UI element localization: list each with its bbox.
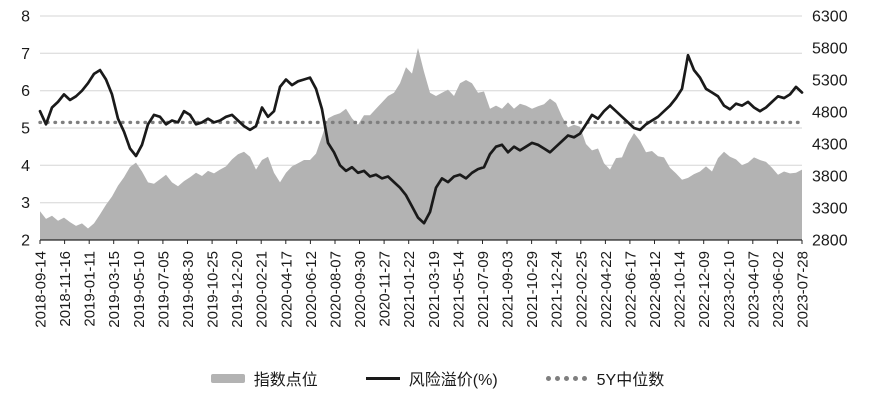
svg-text:4300: 4300 <box>812 137 848 154</box>
svg-text:2021-09-03: 2021-09-03 <box>500 251 517 328</box>
svg-text:2023-02-10: 2023-02-10 <box>721 251 738 328</box>
svg-text:3: 3 <box>21 195 30 212</box>
median-dot-icon <box>545 375 551 381</box>
svg-text:2019-05-10: 2019-05-10 <box>131 251 148 328</box>
risk-premium-line-series <box>38 53 804 225</box>
svg-text:2020-09-30: 2020-09-30 <box>352 251 369 328</box>
svg-text:6: 6 <box>21 83 30 100</box>
svg-text:6300: 6300 <box>812 9 848 26</box>
svg-text:2022-12-09: 2022-12-09 <box>696 251 713 328</box>
median-dot-icon <box>563 375 569 381</box>
svg-text:4800: 4800 <box>812 105 848 122</box>
svg-text:2022-02-25: 2022-02-25 <box>573 251 590 328</box>
svg-text:3800: 3800 <box>812 169 848 186</box>
index-area-swatch-icon <box>210 373 245 383</box>
svg-text:2021-05-14: 2021-05-14 <box>450 251 467 328</box>
svg-text:2021-10-29: 2021-10-29 <box>524 251 541 328</box>
svg-text:2: 2 <box>21 233 30 250</box>
svg-text:2023-06-02: 2023-06-02 <box>770 251 787 328</box>
svg-text:2022-04-22: 2022-04-22 <box>598 251 615 328</box>
chart-canvas: 8765432630058005300480043003800330028002… <box>21 9 848 328</box>
svg-text:4: 4 <box>21 158 30 175</box>
svg-text:2018-09-14: 2018-09-14 <box>33 251 50 328</box>
svg-text:2021-03-19: 2021-03-19 <box>426 251 443 328</box>
svg-text:2023-04-07: 2023-04-07 <box>745 251 762 328</box>
svg-text:2800: 2800 <box>812 233 848 250</box>
svg-text:2020-08-07: 2020-08-07 <box>328 251 345 328</box>
svg-text:2019-03-15: 2019-03-15 <box>106 251 123 328</box>
svg-text:5800: 5800 <box>812 41 848 58</box>
svg-text:2021-12-24: 2021-12-24 <box>549 251 566 328</box>
legend-label-index-level: 指数点位 <box>253 372 318 389</box>
x-axis-labels: 2018-09-14 2018-11-16 2019-01-11 2019-03-15… <box>33 240 812 328</box>
legend-label-risk-premium: 风险溢价(%) <box>408 372 498 389</box>
svg-text:2022-06-17: 2022-06-17 <box>622 251 639 328</box>
svg-text:2021-01-22: 2021-01-22 <box>401 251 418 328</box>
svg-text:2020-04-17: 2020-04-17 <box>278 251 295 328</box>
svg-text:2022-10-14: 2022-10-14 <box>672 251 689 328</box>
svg-text:5: 5 <box>21 121 30 138</box>
svg-text:3300: 3300 <box>812 201 848 218</box>
svg-text:2019-08-30: 2019-08-30 <box>180 251 197 328</box>
y-axis-right: 6300 5800 5300 4800 4300 3800 3300 2800 <box>812 9 848 250</box>
svg-text:5300: 5300 <box>812 73 848 90</box>
svg-text:8: 8 <box>21 9 30 26</box>
svg-text:2019-07-05: 2019-07-05 <box>155 251 172 328</box>
median-dot-icon <box>581 375 587 381</box>
svg-text:2020-11-27: 2020-11-27 <box>377 251 394 327</box>
median-dots-swatch-icon <box>545 375 588 381</box>
svg-text:2019-12-20: 2019-12-20 <box>229 251 246 328</box>
svg-text:2023-07-28: 2023-07-28 <box>795 251 812 328</box>
index-area-series <box>40 48 802 240</box>
legend-item-index-level: 指数点位 <box>210 366 318 390</box>
svg-text:7: 7 <box>21 46 30 63</box>
median-dot-icon <box>572 375 578 381</box>
svg-text:2021-07-09: 2021-07-09 <box>475 251 492 328</box>
legend-label-5y-median: 5Y中位数 <box>596 372 665 389</box>
svg-text:2019-10-25: 2019-10-25 <box>205 251 222 328</box>
premium-line-swatch-icon <box>365 376 400 380</box>
legend-item-risk-premium: 风险溢价(%) <box>365 366 498 390</box>
chart-legend: 指数点位 风险溢价(%) 5Y中位数 <box>0 366 875 390</box>
svg-text:2020-02-21: 2020-02-21 <box>254 251 271 328</box>
risk-premium-chart-figure: 8 7 6 5 4 3 2 6300 5800 5300 4800 4300 3800 3300 2800 2… <box>0 9 875 390</box>
svg-text:2019-01-11: 2019-01-11 <box>82 251 99 327</box>
svg-text:2022-08-12: 2022-08-12 <box>647 251 664 328</box>
svg-text:2020-06-12: 2020-06-12 <box>303 251 320 328</box>
median-dot-icon <box>554 375 560 381</box>
svg-text:2018-11-16: 2018-11-16 <box>57 251 74 327</box>
legend-item-5y-median: 5Y中位数 <box>545 366 665 390</box>
y-axis-left: 8 7 6 5 4 3 2 <box>21 9 30 250</box>
